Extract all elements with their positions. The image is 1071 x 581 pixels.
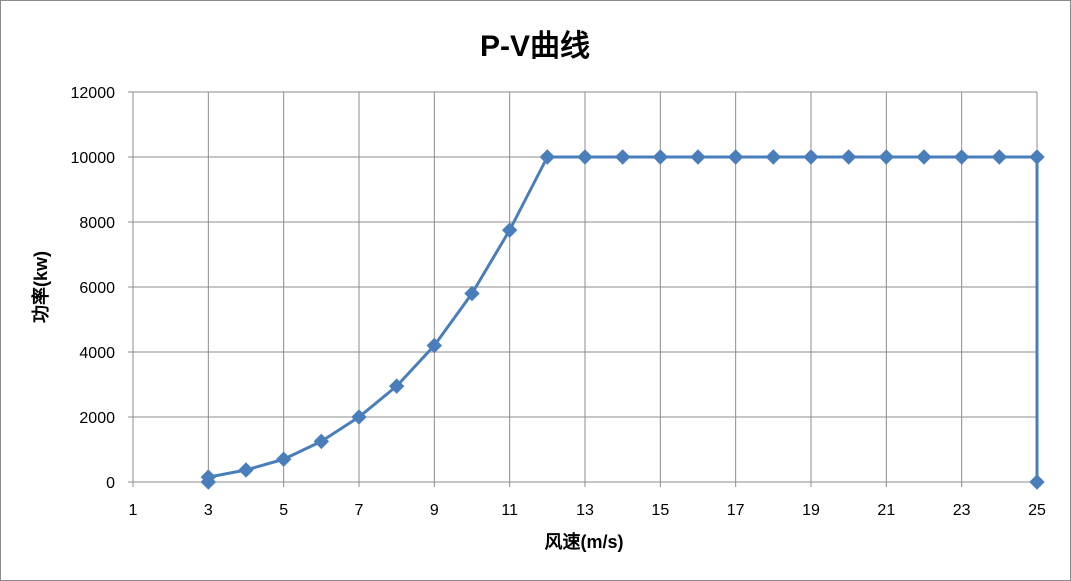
x-tick-label: 7 <box>355 502 364 519</box>
data-point-marker <box>803 149 819 165</box>
data-point-marker <box>690 149 706 165</box>
data-point-marker <box>426 337 443 354</box>
x-tick-label: 3 <box>204 502 213 519</box>
data-point-marker <box>878 149 895 165</box>
y-tick-label: 8000 <box>79 215 115 232</box>
data-point-marker <box>388 378 405 394</box>
x-tick-label: 13 <box>576 502 594 519</box>
y-tick-label: 4000 <box>79 345 115 362</box>
y-tick-label: 2000 <box>79 410 115 427</box>
data-point-marker <box>501 222 518 238</box>
x-tick-label: 9 <box>430 502 439 519</box>
y-tick-label: 6000 <box>79 280 115 297</box>
data-point-marker <box>1029 149 1045 165</box>
x-tick-label: 5 <box>279 502 288 519</box>
data-point-marker <box>200 469 217 485</box>
chart-title: P-V曲线 <box>480 30 590 63</box>
data-point-marker <box>577 149 593 165</box>
data-point-marker <box>614 149 631 165</box>
x-tick-label: 15 <box>651 502 669 519</box>
data-point-marker <box>238 462 254 478</box>
data-series <box>200 149 1045 490</box>
data-point-marker <box>464 285 480 302</box>
series-line <box>206 155 1039 482</box>
x-tick-label: 11 <box>501 502 518 519</box>
data-point-marker <box>652 149 669 165</box>
y-tick-label: 0 <box>106 475 115 492</box>
y-axis-label: 功率(kw) <box>30 251 51 323</box>
axes <box>128 91 1038 487</box>
data-point-marker <box>953 149 970 165</box>
x-tick-label: 17 <box>727 502 745 519</box>
data-point-marker <box>916 149 932 165</box>
data-point-marker <box>991 149 1008 165</box>
x-tick-label: 21 <box>877 502 895 519</box>
data-point-marker <box>313 433 330 450</box>
x-axis-label: 风速(m/s) <box>544 531 623 552</box>
data-point-marker <box>727 149 744 165</box>
y-tick-label: 10000 <box>71 150 116 167</box>
y-tick-labels: 0 2000 4000 6000 8000 10000 12000 <box>71 85 116 492</box>
data-point-marker <box>765 149 782 165</box>
x-tick-label: 19 <box>802 502 820 519</box>
y-tick-label: 12000 <box>71 85 116 102</box>
x-tick-label: 25 <box>1028 502 1046 519</box>
x-tick-label: 23 <box>953 502 971 519</box>
x-tick-label: 1 <box>129 502 138 519</box>
data-point-marker <box>351 409 367 425</box>
data-point-marker <box>840 149 857 165</box>
data-point-marker <box>1029 474 1045 490</box>
data-point-marker <box>539 149 556 165</box>
x-tick-labels: 1 3 5 7 9 11 13 15 17 19 21 23 25 <box>129 502 1046 519</box>
data-point-marker <box>275 451 292 467</box>
